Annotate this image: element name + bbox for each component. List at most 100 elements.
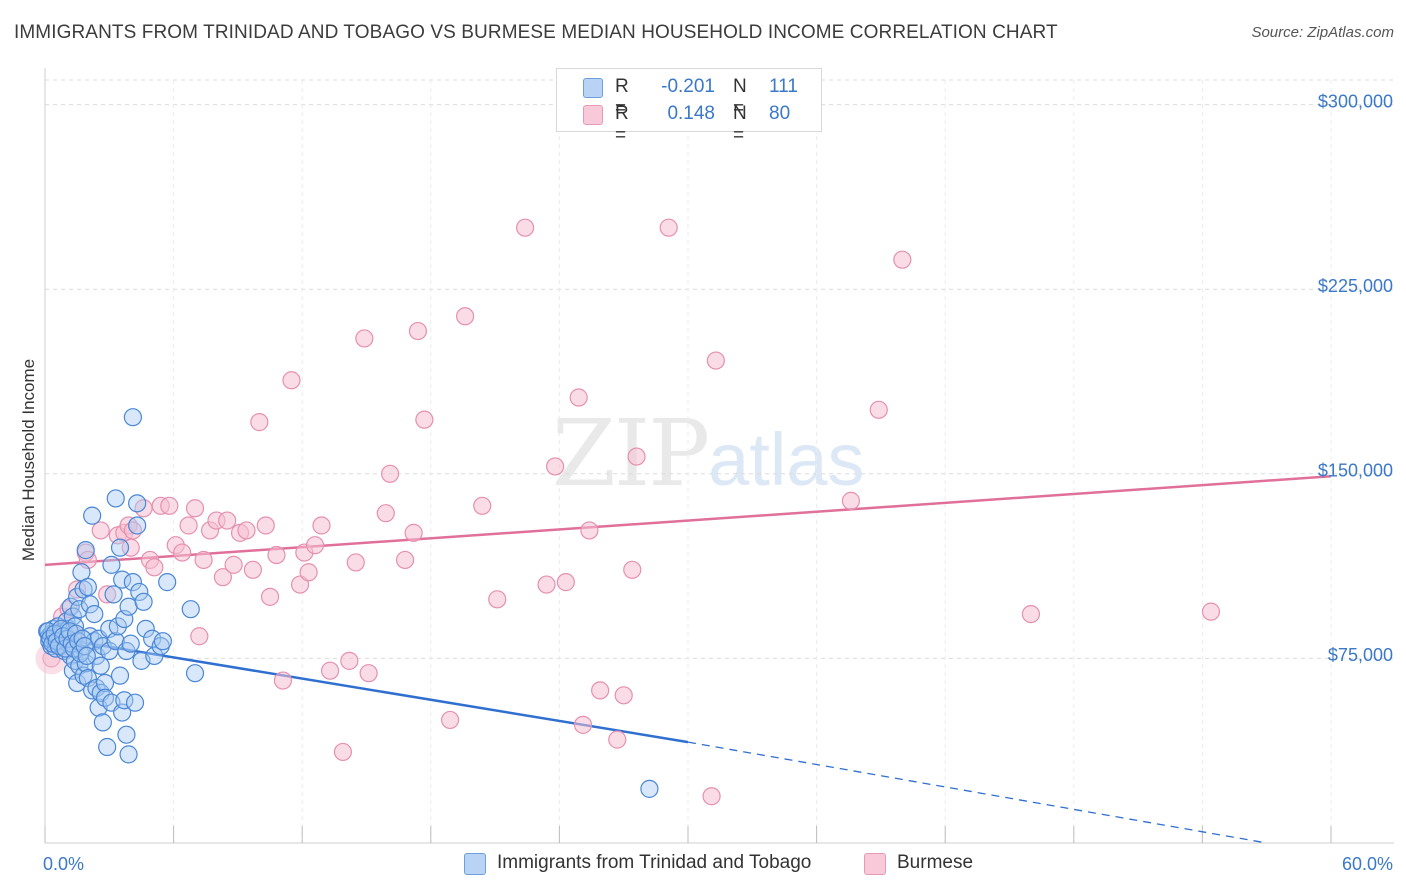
burmese-point <box>160 496 179 515</box>
burmese-point <box>340 651 359 670</box>
trinidad-point <box>134 592 153 611</box>
legend-swatch-burmese <box>583 105 603 125</box>
burmese-point <box>190 627 209 646</box>
burmese-point <box>395 550 415 570</box>
y-tick-label: $300,000 <box>1318 91 1393 111</box>
burmese-point <box>1201 602 1221 621</box>
trinidad-point <box>78 577 97 597</box>
trinidad-point <box>80 595 100 614</box>
legend-n-value: 111 <box>769 76 798 97</box>
burmese-point <box>556 573 575 592</box>
burmese-point <box>893 250 912 269</box>
trinidad-point <box>153 632 172 651</box>
burmese-point <box>546 457 565 476</box>
legend-n-value: 80 <box>769 103 791 124</box>
burmese-point <box>346 553 365 572</box>
burmese-point <box>627 447 646 466</box>
burmese-point <box>256 516 275 535</box>
burmese-point <box>267 545 286 565</box>
burmese-point <box>623 560 642 579</box>
burmese-point <box>355 329 374 348</box>
burmese-point <box>591 681 610 700</box>
burmese-point <box>614 686 633 705</box>
trinidad-point <box>136 619 155 638</box>
burmese-point <box>1021 604 1041 624</box>
x-tick-label-max: 60.0% <box>1342 854 1393 874</box>
burmese-point <box>376 504 395 523</box>
trinidad-point <box>181 600 200 619</box>
trinidad-point <box>145 646 164 666</box>
chart-title: IMMIGRANTS FROM TRINIDAD AND TOBAGO VS B… <box>14 22 1058 43</box>
burmese-point <box>273 671 293 690</box>
axes <box>44 68 1394 844</box>
trinidad-point <box>104 585 123 604</box>
burmese-point <box>260 587 280 606</box>
trinidad-point <box>128 494 147 513</box>
legend-swatch-trinidad <box>583 78 603 98</box>
burmese-point <box>305 536 325 555</box>
burmese-point <box>237 521 256 540</box>
series-trinidad-points <box>38 408 659 798</box>
bottom-legend-label-burmese: Burmese <box>897 852 974 873</box>
legend-r-value: -0.201 <box>661 76 715 97</box>
legend-n-label: N = <box>733 103 747 146</box>
trinidad-point <box>108 617 127 636</box>
burmese-point <box>224 555 243 574</box>
burmese-point <box>299 563 318 582</box>
burmese-point <box>218 511 237 530</box>
burmese-point <box>179 516 198 535</box>
trinidad-point <box>83 506 102 525</box>
legend-r-label: R = <box>615 76 629 119</box>
correlation-legend: R = -0.201 N = 111 R = 0.148 N = 80 <box>556 68 822 146</box>
burmese-point <box>573 715 593 734</box>
trinidad-trend-extension <box>687 741 1267 844</box>
legend-n-label: N = <box>733 76 747 119</box>
y-tick-label: $75,000 <box>1328 645 1393 665</box>
burmese-point <box>488 590 507 609</box>
legend-r-value: 0.148 <box>667 103 715 124</box>
trinidad-point <box>98 737 117 757</box>
grid-lines <box>45 79 1394 843</box>
trinidad-point <box>123 408 142 427</box>
burmese-point <box>580 521 599 540</box>
trinidad-point <box>73 629 92 648</box>
trinidad-point <box>76 541 95 560</box>
burmese-point <box>659 218 678 237</box>
trinidad-point <box>110 538 130 557</box>
burmese-point <box>473 496 492 515</box>
legend-r-label: R = <box>615 103 629 146</box>
trinidad-point <box>119 597 138 616</box>
burmese-point <box>415 410 434 429</box>
watermark-atlas: atlas <box>708 418 865 501</box>
source-label: Source: ZipAtlas.com <box>1251 24 1394 41</box>
burmese-point <box>91 521 110 540</box>
trinidad-point <box>123 573 142 592</box>
y-axis-title: Median Household Income <box>19 359 38 561</box>
burmese-trend-line <box>44 475 1332 567</box>
burmese-point <box>243 560 263 579</box>
trinidad-point <box>95 673 115 693</box>
burmese-point <box>173 543 192 562</box>
burmese-point <box>185 499 205 518</box>
trinidad-point <box>121 634 140 653</box>
series-burmese-points <box>35 218 1221 806</box>
trinidad-point <box>77 646 96 666</box>
burmese-point <box>702 787 721 806</box>
burmese-point <box>537 575 556 594</box>
trinidad-point <box>185 664 205 683</box>
burmese-point <box>290 575 310 594</box>
trinidad-point <box>110 666 130 685</box>
bottom-legend-label-trinidad: Immigrants from Trinidad and Tobago <box>497 852 812 873</box>
trinidad-point <box>125 693 145 712</box>
bottom-legend-swatch-burmese <box>864 853 886 875</box>
burmese-point <box>194 550 213 570</box>
watermark: ZIPatlas <box>552 400 864 507</box>
trinidad-point <box>102 555 121 574</box>
burmese-point <box>869 400 888 419</box>
burmese-point <box>282 371 301 390</box>
burmese-point <box>380 464 400 483</box>
trend-lines-a <box>44 635 1267 844</box>
burmese-point <box>145 558 164 577</box>
burmese-point <box>320 661 340 680</box>
